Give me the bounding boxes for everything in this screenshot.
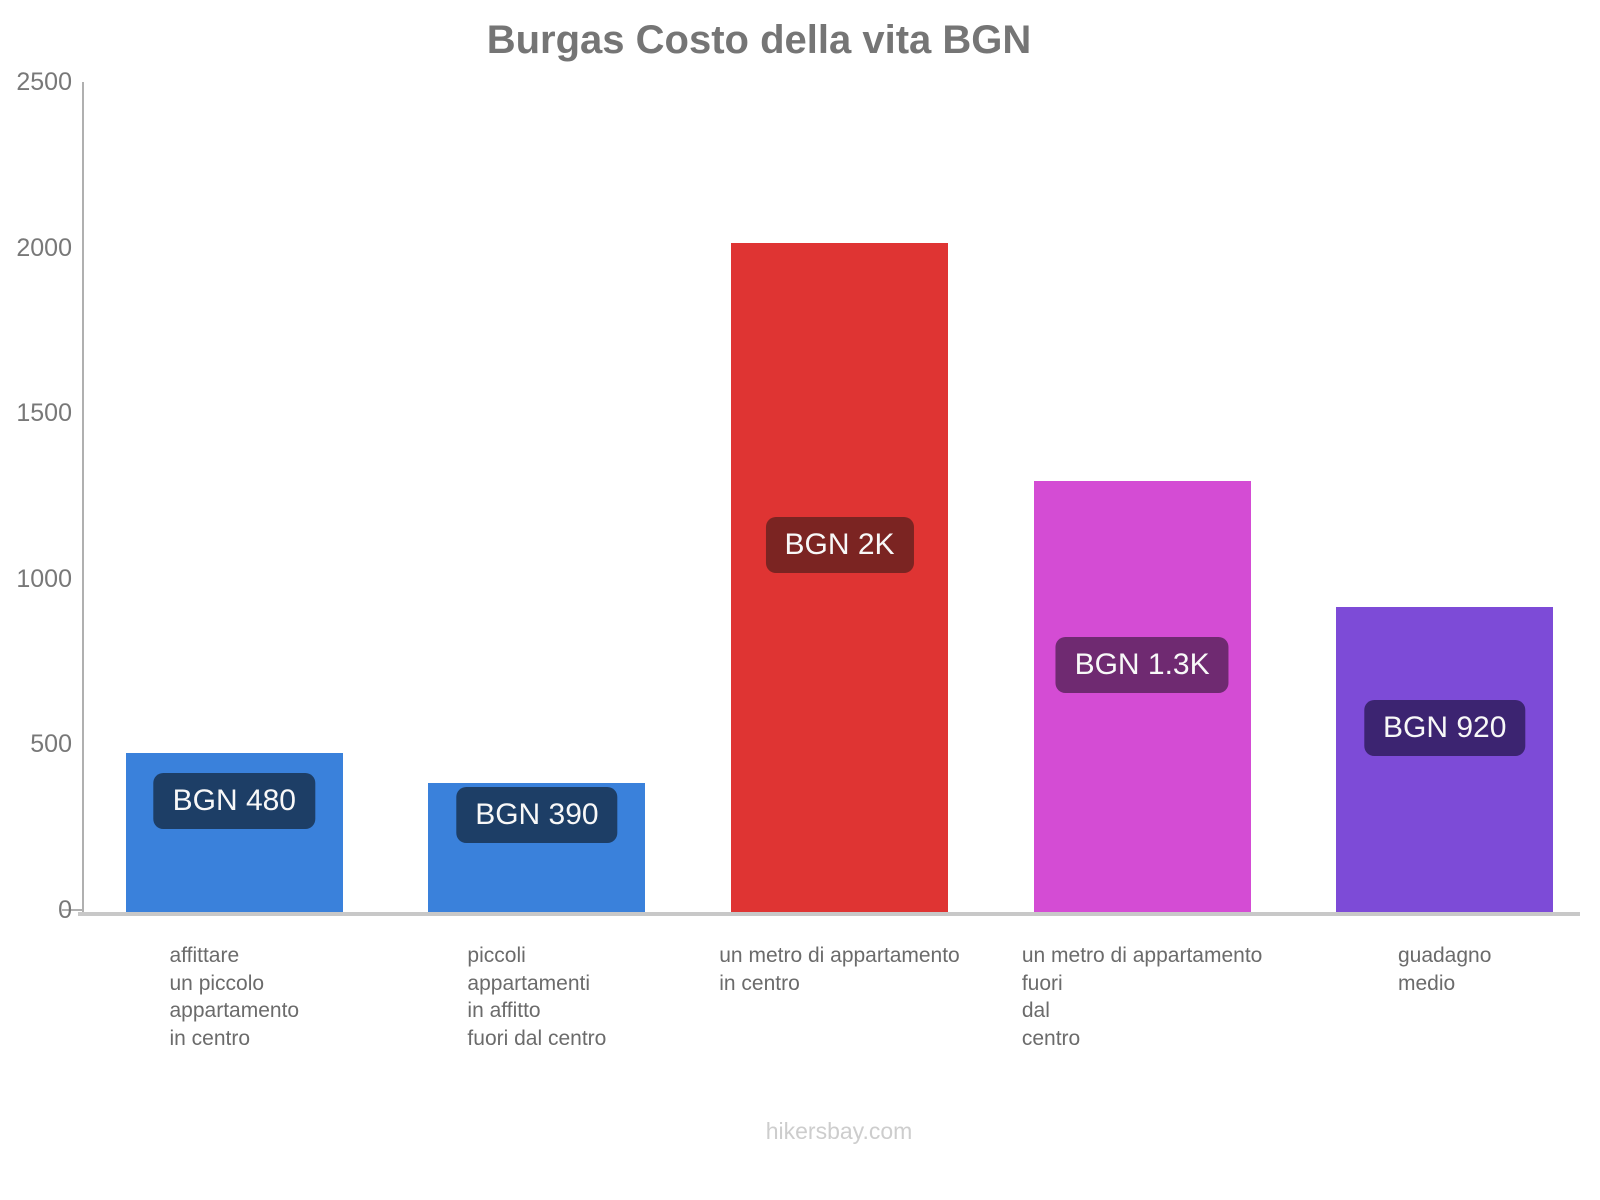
footer-watermark: hikersbay.com xyxy=(765,1118,913,1144)
bar-value-label: BGN 480 xyxy=(153,772,315,829)
bar xyxy=(731,242,948,912)
y-tick-label: 500 xyxy=(30,730,72,759)
y-tick-label: 0 xyxy=(58,896,72,924)
zero-tick-mark xyxy=(62,909,82,911)
category-label: guadagno medio xyxy=(1397,944,1492,995)
category-label: affittare un piccolo appartamento in cen… xyxy=(169,944,300,1050)
y-tick-label: 2500 xyxy=(16,68,72,96)
y-tick-label: 2000 xyxy=(16,233,72,262)
category-label: un metro di appartamento in centro xyxy=(719,944,960,995)
y-tick-label: 1500 xyxy=(16,399,72,428)
bar-value-label: BGN 2K xyxy=(765,517,914,574)
category-label: un metro di appartamento fuori dal centr… xyxy=(1021,944,1263,1050)
bar xyxy=(1033,481,1251,912)
bar-value-label: BGN 920 xyxy=(1363,699,1526,756)
chart-title: Burgas Costo della vita BGN xyxy=(486,18,1032,62)
y-tick-label: 1000 xyxy=(16,564,72,593)
bar-value-label: BGN 390 xyxy=(456,787,618,844)
bar-value-label: BGN 1.3K xyxy=(1055,636,1229,693)
y-axis-line xyxy=(82,82,84,916)
category-label: piccoli appartamenti in affitto fuori da… xyxy=(467,944,607,1050)
x-axis-line xyxy=(78,912,1580,916)
bar xyxy=(1336,607,1554,912)
